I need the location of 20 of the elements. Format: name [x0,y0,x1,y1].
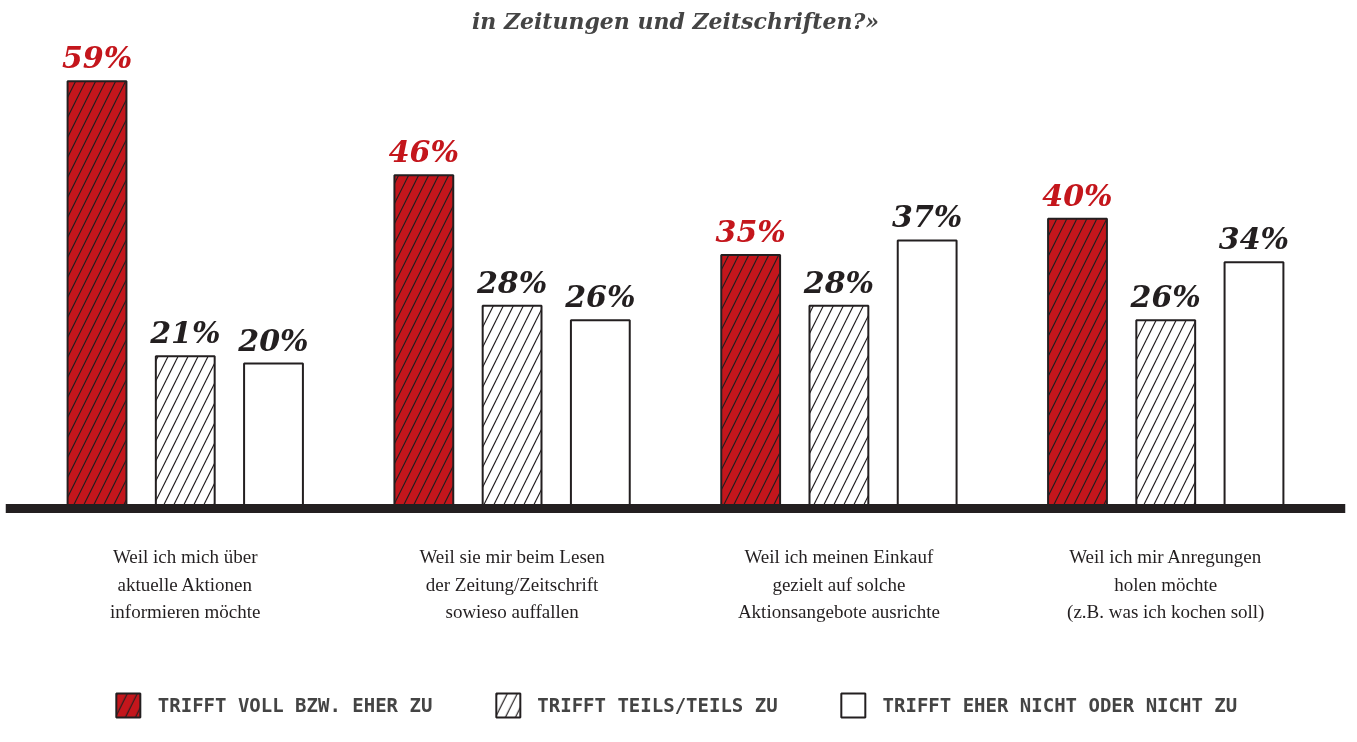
data-label: 28% [475,264,548,300]
data-label: 21% [149,315,221,351]
x-tick-label: Weil ich mich über aktuelle Aktionen informieren möchte [110,546,261,622]
x-tick-label: Weil ich mir Anregungen holen möchte (z.B. was ich kochen soll) [1067,546,1265,623]
x-tick-label: Weil sie mir beim Lesen der Zeitung/Zeitschrift sowieso auffallen [419,546,606,622]
legend-label: TRIFFT EHER NICHT ODER NICHT ZU [882,694,1238,716]
data-label: 34% [1218,221,1290,257]
data-label: 59% [61,40,133,76]
data-label: 40% [1042,177,1113,213]
legend-label: TRIFFT TEILS/TEILS ZU [537,694,778,716]
data-label: 28% [802,264,875,300]
legend-label: TRIFFT VOLL BZW. EHER ZU [157,694,433,716]
data-label: 35% [715,213,786,249]
data-label: 20% [237,322,309,358]
chart-title: in Zeitungen und Zeitschriften?» [471,7,880,34]
data-label: 26% [1129,279,1201,315]
data-label: 26% [564,279,636,315]
data-label: 46% [388,134,459,170]
data-label: 37% [892,199,963,235]
x-tick-label: Weil ich meinen Einkauf gezielt auf solche Aktionsangebote ausrichte [737,546,940,622]
